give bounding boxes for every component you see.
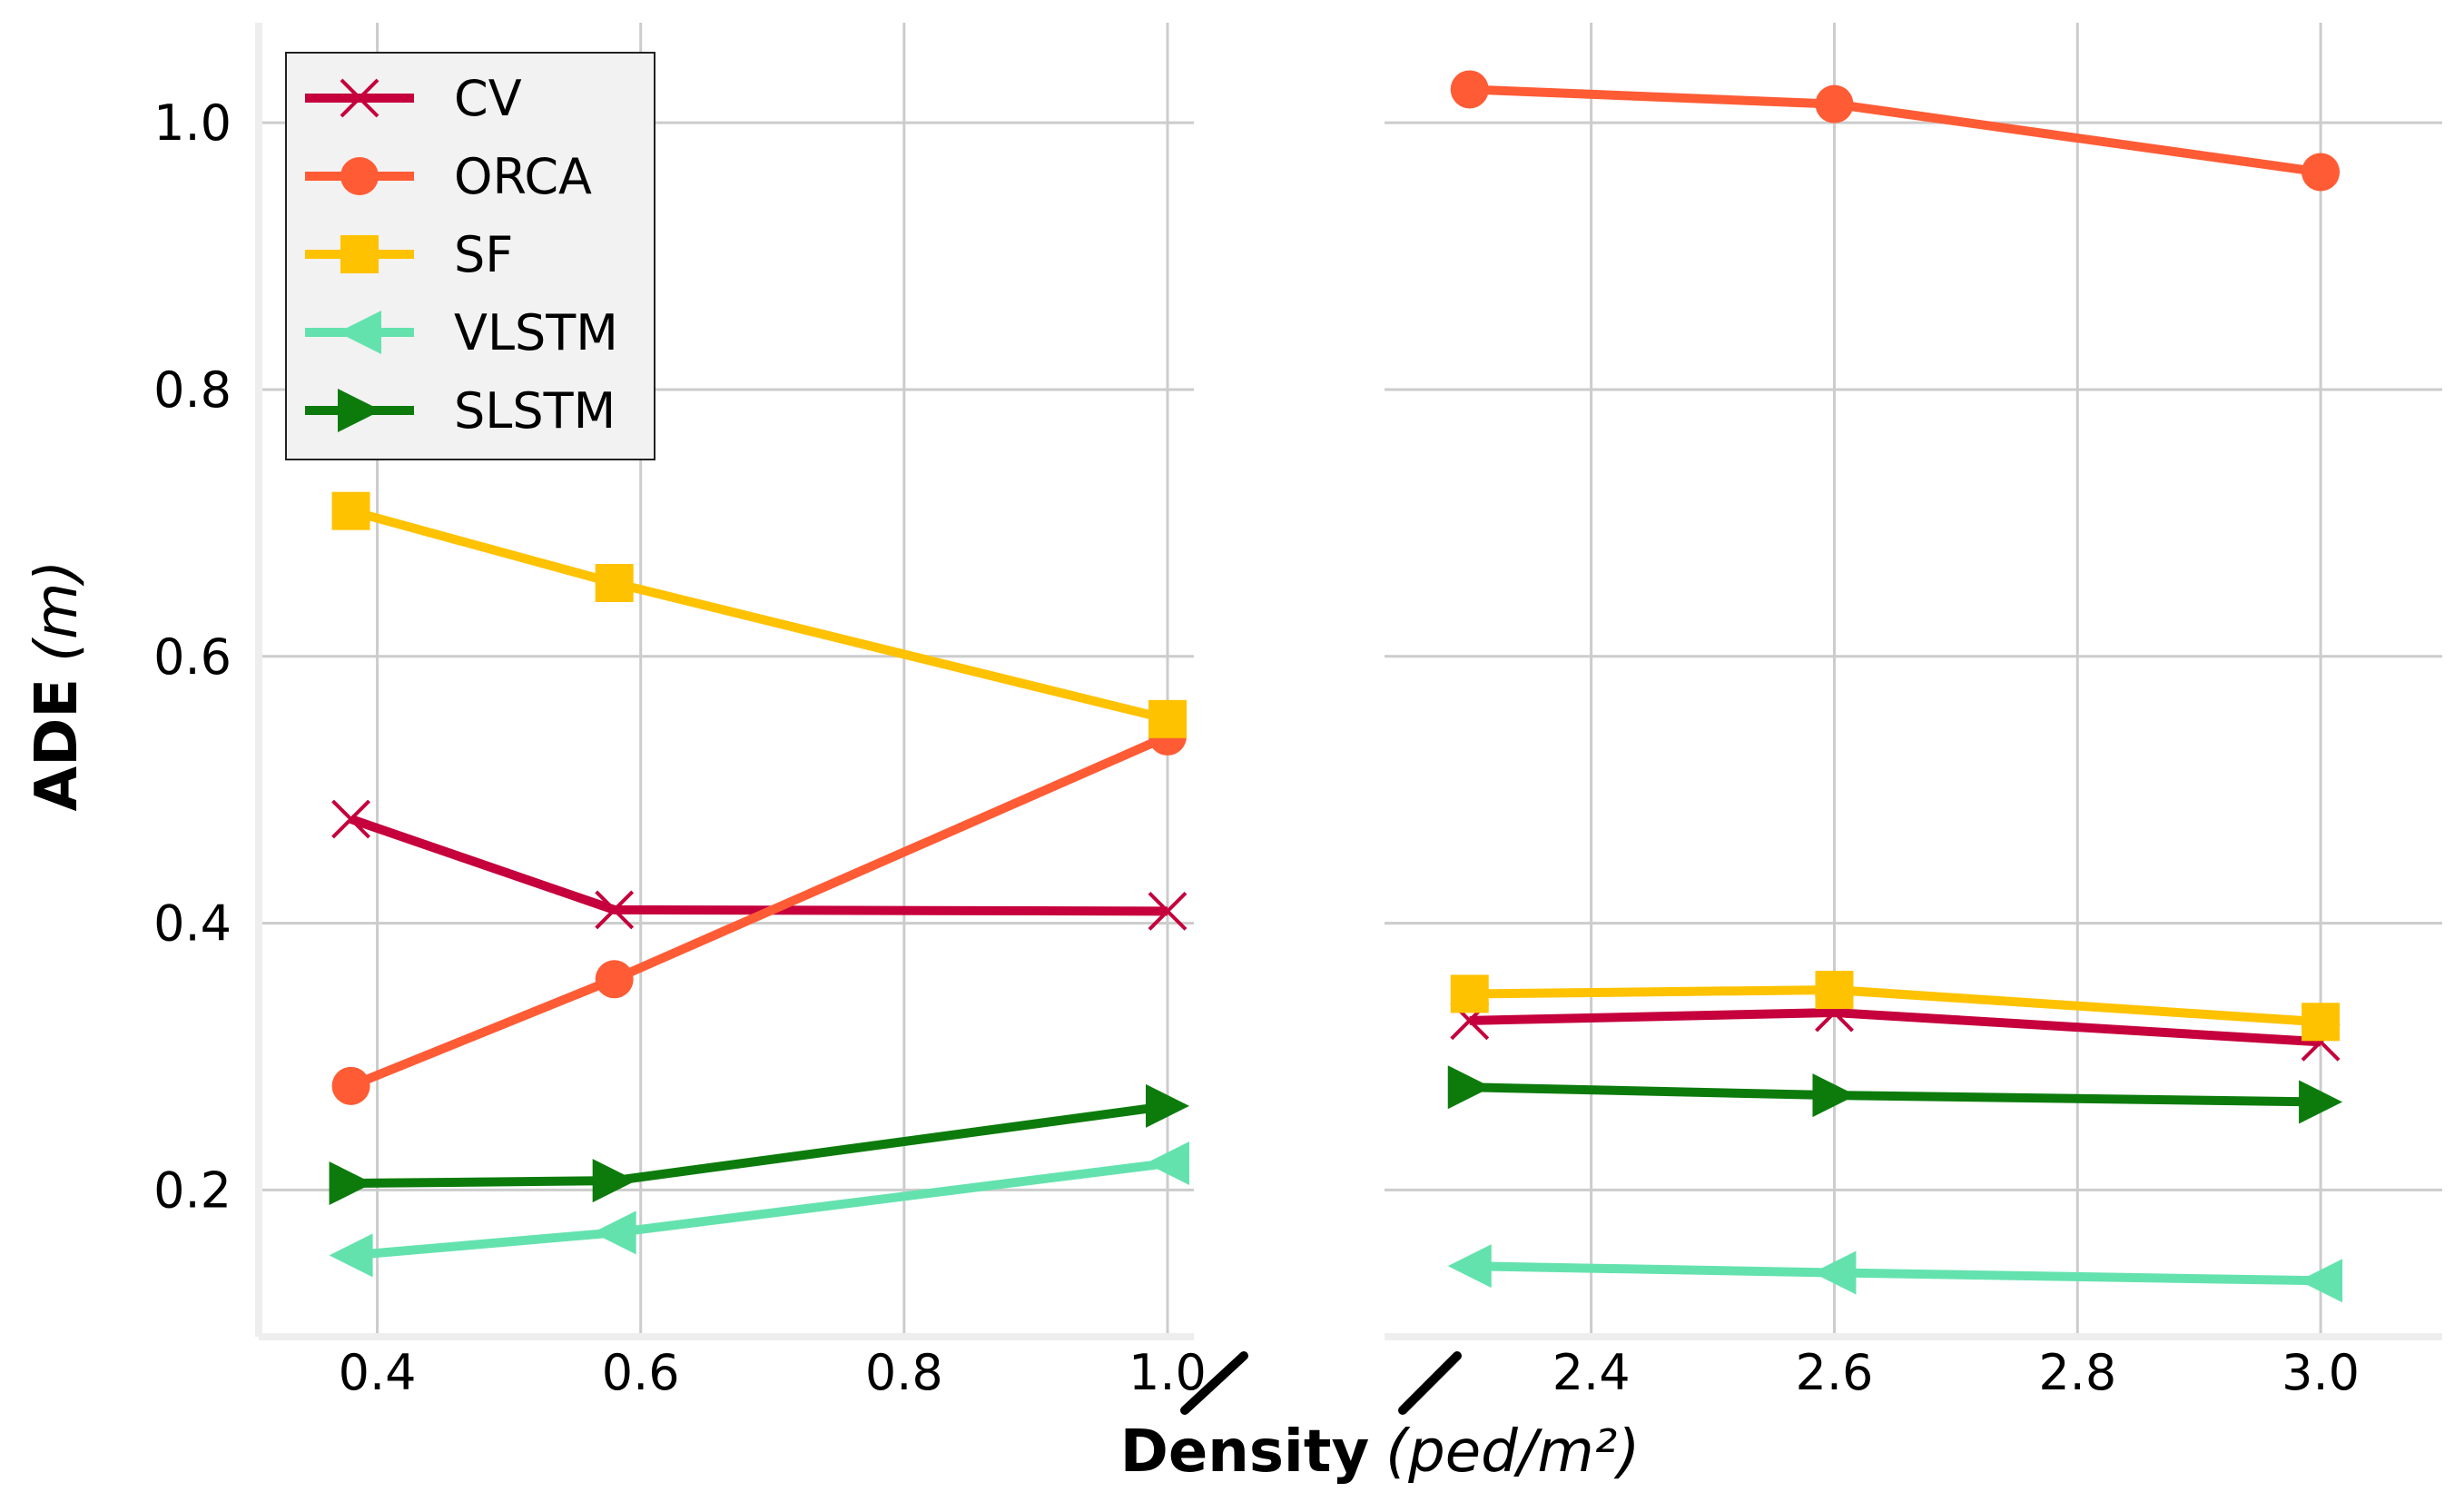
point-orca-3 [2301,153,2341,192]
legend-entry-cv: CV [305,70,522,127]
point-orca-0.38 [331,1066,370,1105]
point-slstm-0.38 [329,1161,373,1206]
legend-entry-slstm: SLSTM [305,382,616,440]
y-tick-label-0.8: 0.8 [153,361,232,419]
point-slstm-2.3 [1447,1065,1492,1110]
y-axis-title: ADE (m) [24,560,91,812]
legend-marker-slstm [338,389,381,432]
legend-entry-orca: ORCA [305,148,592,205]
point-sf-0.58 [595,563,634,602]
point-vlstm-2.6 [1812,1250,1857,1295]
legend-label-orca: ORCA [454,148,592,205]
axis-break-marks [1180,1351,1462,1415]
series-slstm [329,1065,2343,1206]
y-tick-label-1.0: 1.0 [153,94,232,152]
legend-entry-vlstm: VLSTM [305,304,618,361]
y-axis-title-unit: (m) [24,560,91,662]
point-slstm-3 [2299,1080,2343,1124]
axis-spines [255,23,2442,1340]
point-orca-0.58 [595,960,634,999]
point-vlstm-2.3 [1447,1244,1492,1289]
legend-marker-vlstm [338,311,381,354]
point-sf-3 [2301,1003,2341,1042]
series-cv [331,799,2341,1062]
legend-label-sf: SF [454,226,513,283]
x-tick-label-0.4: 0.4 [339,1344,417,1401]
x-tick-label-0.8: 0.8 [865,1344,943,1401]
point-cv-0.58 [595,890,635,930]
x-tick-label-0.6: 0.6 [602,1344,680,1401]
legend-entries: CV ORCA SF VLSTM SLSTM [305,70,618,440]
y-axis-title-bold: ADE [24,678,91,811]
series-line-cv-panel-1 [349,815,1168,916]
series-sf [331,491,2341,1042]
point-sf-1 [1148,699,1187,738]
legend-marker-cv [340,78,379,118]
y-tick-label-0.4: 0.4 [153,895,232,953]
legend-marker-sf [340,235,379,273]
x-tick-label-1.0: 1.0 [1129,1344,1207,1401]
y-tick-label-0.2: 0.2 [153,1161,232,1219]
x-tick-label-2.4: 2.4 [1552,1344,1631,1401]
x-axis-title-unit: (ped/m²) [1385,1418,1640,1486]
point-cv-1 [1148,891,1188,931]
point-vlstm-1 [1145,1141,1189,1186]
point-cv-0.38 [331,799,370,839]
point-vlstm-0.38 [329,1233,373,1278]
point-vlstm-0.58 [592,1211,636,1255]
point-sf-2.3 [1450,974,1489,1013]
point-slstm-2.6 [1812,1073,1857,1118]
x-axis-title: Density (ped/m²) [1120,1418,1641,1486]
legend-entry-sf: SF [305,226,513,283]
x-tick-label-2.6: 2.6 [1796,1344,1874,1401]
point-sf-2.6 [1815,971,1854,1010]
axis-break-mark-right [1398,1351,1462,1415]
series-line-vlstm-panel-2 [1469,1261,2321,1286]
point-orca-2.3 [1450,70,1489,109]
series-lines [329,70,2343,1303]
series-line-slstm-panel-2 [1469,1082,2321,1107]
legend-label-vlstm: VLSTM [454,304,618,361]
axis-break-mark-left [1180,1351,1248,1415]
point-orca-2.6 [1815,84,1854,124]
series-line-sf-panel-1 [350,506,1169,724]
series-line-vlstm-panel-1 [350,1159,1168,1260]
series-orca [331,70,2341,1105]
series-vlstm [329,1141,2343,1303]
point-slstm-1 [1145,1083,1189,1128]
legend-label-cv: CV [454,70,522,127]
tick-labels: 0.2 0.4 0.6 0.8 1.0 0.4 0.6 0.8 1.0 2.4 2.6 2.8 3.0 [153,94,2360,1401]
legend-label-slstm: SLSTM [454,382,616,440]
y-tick-label-0.6: 0.6 [153,628,232,686]
point-sf-0.38 [331,491,370,530]
series-line-slstm-panel-1 [350,1101,1168,1189]
x-axis-title-bold: Density [1120,1418,1369,1486]
point-slstm-0.58 [592,1159,636,1203]
legend-marker-orca [340,157,379,195]
x-tick-label-2.8: 2.8 [2038,1344,2116,1401]
point-vlstm-3 [2299,1259,2343,1303]
x-tick-label-3.0: 3.0 [2282,1344,2360,1401]
legend: CV ORCA SF VLSTM SLSTM [285,52,655,460]
series-line-orca-panel-2 [1469,84,2321,177]
